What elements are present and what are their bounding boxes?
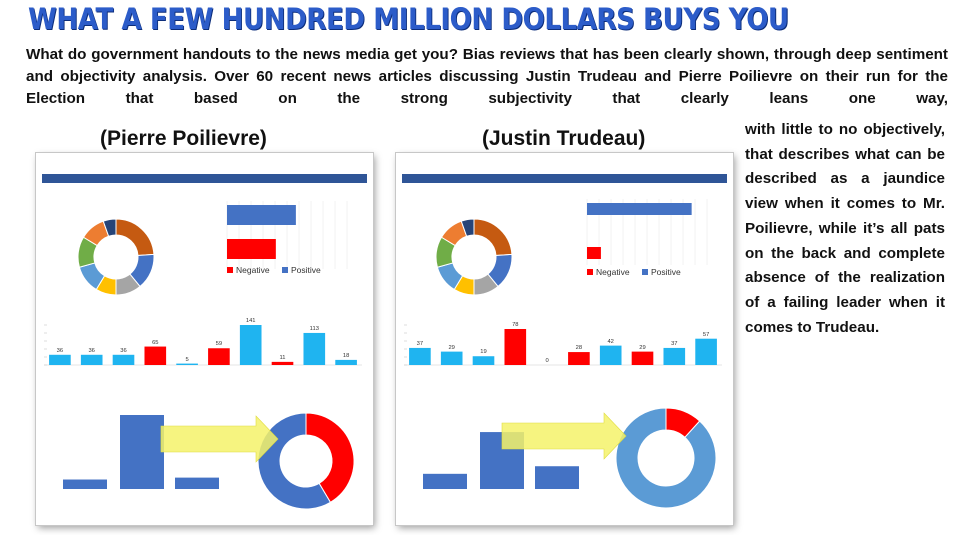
- sentiment-bar: [227, 205, 296, 225]
- topic-bar-value: 29: [448, 344, 455, 351]
- topic-bar-value: 78: [512, 322, 519, 328]
- emotion-slice: [460, 218, 475, 237]
- legend-label-positive: Positive: [291, 265, 321, 275]
- emotion-slice: [453, 275, 475, 296]
- overall-slice: [665, 407, 701, 438]
- topic-bar-value: 37: [671, 340, 678, 347]
- topic-bar-value: 5: [185, 356, 189, 363]
- topic-bar: [208, 348, 230, 365]
- report-subtitle: [42, 174, 367, 183]
- topic-bar: [695, 338, 717, 365]
- panel-title-trudeau: (Justin Trudeau): [482, 127, 646, 150]
- topic-bar: [335, 359, 357, 365]
- topic-bar-value: 37: [416, 340, 424, 347]
- legend-swatch-negative: [587, 269, 593, 275]
- topic-bar: [599, 345, 622, 365]
- subjectivity-bar: [480, 432, 524, 489]
- topic-bar-value: 29: [639, 344, 646, 351]
- emotion-slice: [82, 220, 110, 247]
- emotion-slice: [440, 220, 468, 247]
- report-chart-svg: [44, 201, 362, 510]
- sentiment-bar: [587, 203, 692, 215]
- page-headline: WHAT A FEW HUNDRED MILLION DOLLARS BUYS …: [28, 2, 789, 36]
- report-panel-trudeau: Negative Positive 37 29 19 78 0 28 42 29 37 57: [396, 153, 733, 525]
- subjectivity-bar: [423, 473, 467, 489]
- emotion-slice: [435, 236, 456, 268]
- sentiment-legend-negative: Negative: [587, 267, 630, 277]
- overall-slice: [615, 407, 717, 509]
- emotion-slice: [473, 218, 513, 257]
- report-chart-svg: [404, 199, 722, 509]
- topic-bar: [144, 346, 167, 365]
- topic-bar: [303, 332, 326, 365]
- intro-paragraph: What do government handouts to the news …: [26, 46, 948, 107]
- sentiment-legend-negative: Negative: [227, 265, 270, 275]
- subjectivity-bar: [175, 477, 219, 489]
- topic-bar-value: 28: [575, 345, 583, 352]
- emotion-slice: [102, 218, 117, 237]
- topic-bar-value: 59: [215, 341, 223, 348]
- bias-arrow: [501, 412, 627, 460]
- legend-swatch-negative: [227, 267, 233, 273]
- topic-bar-value: 36: [88, 347, 95, 354]
- legend-label-negative: Negative: [236, 265, 270, 275]
- emotion-slice: [487, 253, 513, 288]
- emotion-slice: [115, 218, 155, 257]
- subjectivity-bar: [535, 466, 579, 489]
- overall-slice: [305, 412, 355, 503]
- sentiment-legend-positive: Positive: [282, 265, 321, 275]
- emotion-slice: [129, 253, 155, 288]
- emotion-slice: [115, 273, 141, 296]
- topic-bar-value: 36: [56, 347, 64, 354]
- topic-bar-value: 57: [702, 331, 710, 338]
- sentiment-bar: [587, 247, 601, 259]
- topic-bar-value: 11: [279, 354, 286, 361]
- emotion-slice: [78, 262, 106, 291]
- emotion-slice: [77, 236, 98, 268]
- subjectivity-bar: [63, 479, 107, 489]
- topic-bar: [568, 352, 590, 365]
- legend-label-negative: Negative: [596, 267, 630, 277]
- topic-bar-value: 36: [120, 347, 127, 354]
- topic-bar-value: 65: [152, 339, 159, 346]
- subjectivity-bar: [120, 415, 164, 489]
- topic-bar: [176, 363, 198, 365]
- topic-bar: [663, 347, 686, 365]
- topic-bar: [440, 351, 463, 365]
- topic-bar-value: 19: [480, 349, 487, 356]
- legend-swatch-positive: [282, 267, 288, 273]
- topic-bar-value: 141: [245, 318, 256, 324]
- topic-bar-value: 18: [342, 352, 350, 359]
- topic-bar: [472, 356, 495, 365]
- sentiment-bar: [227, 239, 276, 259]
- emotion-slice: [473, 273, 499, 296]
- report-subtitle: [402, 174, 727, 183]
- emotion-slice: [436, 262, 464, 291]
- panel-title-poilievre: (Pierre Poilievre): [100, 127, 267, 150]
- topic-bar: [409, 347, 431, 365]
- side-paragraph: with little to no objectively, that desc…: [745, 121, 945, 336]
- legend-label-positive: Positive: [651, 267, 681, 277]
- topic-bar: [80, 354, 103, 365]
- bias-arrow: [160, 415, 279, 463]
- topic-bar: [271, 361, 294, 365]
- topic-bar: [112, 354, 135, 365]
- topic-bar: [504, 329, 527, 365]
- topic-bar-value: 0: [545, 358, 549, 364]
- topic-bar: [239, 325, 262, 365]
- legend-swatch-positive: [642, 269, 648, 275]
- topic-bar: [49, 354, 71, 365]
- sentiment-legend-positive: Positive: [642, 267, 681, 277]
- emotion-slice: [95, 275, 117, 296]
- topic-bar-value: 42: [607, 338, 614, 345]
- report-panel-poilievre: Negative Positive 36 36 36 65 5 59 141 11 113 18: [36, 153, 373, 525]
- topic-bar-value: 113: [309, 325, 319, 332]
- overall-slice: [257, 412, 332, 510]
- topic-bar: [631, 351, 654, 365]
